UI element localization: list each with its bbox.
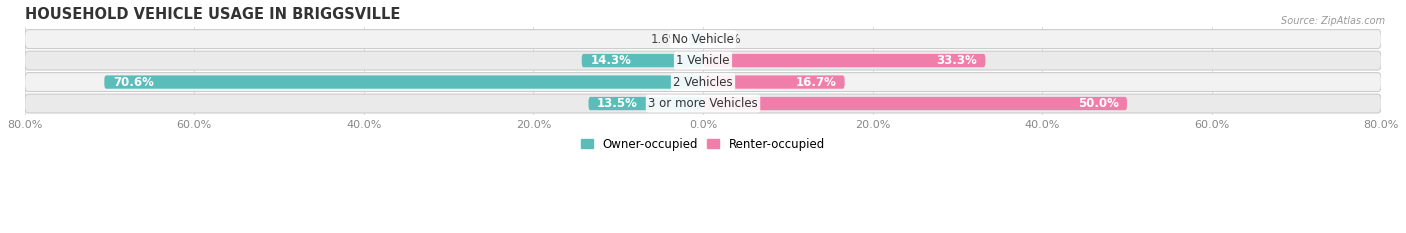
Text: HOUSEHOLD VEHICLE USAGE IN BRIGGSVILLE: HOUSEHOLD VEHICLE USAGE IN BRIGGSVILLE bbox=[25, 7, 399, 22]
FancyBboxPatch shape bbox=[703, 97, 1128, 110]
FancyBboxPatch shape bbox=[25, 30, 1381, 48]
Text: 0.0%: 0.0% bbox=[711, 33, 741, 46]
Text: 33.3%: 33.3% bbox=[936, 54, 977, 67]
FancyBboxPatch shape bbox=[703, 75, 845, 89]
Text: No Vehicle: No Vehicle bbox=[672, 33, 734, 46]
Text: 1.6%: 1.6% bbox=[651, 33, 681, 46]
Text: Source: ZipAtlas.com: Source: ZipAtlas.com bbox=[1281, 16, 1385, 26]
FancyBboxPatch shape bbox=[689, 32, 703, 46]
Text: 3 or more Vehicles: 3 or more Vehicles bbox=[648, 97, 758, 110]
FancyBboxPatch shape bbox=[589, 97, 703, 110]
FancyBboxPatch shape bbox=[25, 73, 1381, 92]
Text: 16.7%: 16.7% bbox=[796, 75, 837, 89]
FancyBboxPatch shape bbox=[703, 54, 986, 67]
Text: 13.5%: 13.5% bbox=[598, 97, 638, 110]
Text: 70.6%: 70.6% bbox=[112, 75, 153, 89]
Legend: Owner-occupied, Renter-occupied: Owner-occupied, Renter-occupied bbox=[576, 133, 830, 155]
FancyBboxPatch shape bbox=[104, 75, 703, 89]
FancyBboxPatch shape bbox=[25, 94, 1381, 113]
FancyBboxPatch shape bbox=[25, 51, 1381, 70]
Text: 2 Vehicles: 2 Vehicles bbox=[673, 75, 733, 89]
Text: 14.3%: 14.3% bbox=[591, 54, 631, 67]
FancyBboxPatch shape bbox=[582, 54, 703, 67]
Text: 1 Vehicle: 1 Vehicle bbox=[676, 54, 730, 67]
Text: 50.0%: 50.0% bbox=[1077, 97, 1119, 110]
